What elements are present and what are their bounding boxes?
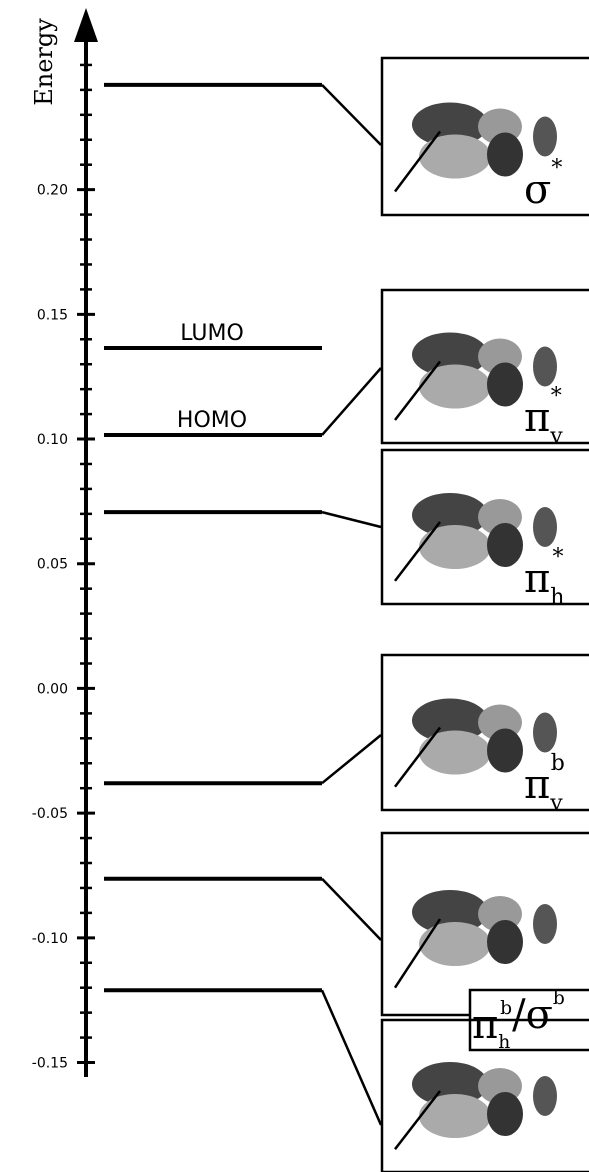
orbital-label-part: b: [551, 751, 565, 776]
orbital-lobe: [533, 713, 557, 753]
orbital-label-part: *: [551, 156, 562, 181]
orbital-lobe: [533, 1076, 557, 1116]
orbital-picture: [395, 890, 557, 988]
orbital-lobe: [487, 363, 523, 407]
orbital-lobe: [487, 523, 523, 567]
connector: [322, 512, 381, 527]
y-tick-label: 0.15: [37, 307, 68, 323]
orbital-label-part: v: [549, 791, 563, 816]
orbital-label-part: /σ: [512, 992, 553, 1038]
connector: [322, 735, 381, 783]
y-tick-label: -0.05: [32, 806, 68, 822]
orbital-lobe: [419, 365, 491, 409]
y-tick-label: -0.15: [32, 1056, 68, 1072]
orbital-lobe: [533, 117, 557, 157]
orbital-label: πv *: [524, 384, 563, 449]
diagram: Energy 0.20 0.15 0.10 0.05 0.00 -0.05 -0.10 -0.…: [0, 0, 589, 1172]
orbital-label-part: b: [553, 988, 565, 1009]
orbital-lobe: [533, 904, 557, 944]
orbital-label-part: π: [524, 556, 550, 602]
connector: [322, 85, 381, 145]
orbital-lobe: [419, 135, 491, 179]
orbital-label-part: *: [551, 384, 562, 409]
connector: [322, 368, 381, 435]
y-tick-label: 0.05: [37, 557, 68, 573]
orbital-label: σ*: [524, 156, 562, 213]
connector: [322, 990, 381, 1125]
level-name: LUMO: [180, 321, 244, 346]
orbital-label: πh *: [524, 545, 564, 610]
y-tick-label: 0.00: [37, 681, 68, 697]
orbital-label-part: π: [524, 395, 550, 441]
orbital-label-part: π: [472, 1002, 498, 1048]
orbital-label-part: h: [550, 585, 564, 610]
orbital-lobe: [419, 1094, 491, 1138]
orbital-label-part: v: [549, 424, 563, 449]
orbital-label-part: b: [500, 998, 512, 1019]
orbital-lobe: [533, 347, 557, 387]
orbital-label-part: π: [524, 762, 550, 808]
orbital-lobe: [533, 507, 557, 547]
orbital-lobe: [419, 731, 491, 775]
connector: [322, 879, 381, 940]
orbital-lobe: [487, 1092, 523, 1136]
orbital-label-part: *: [552, 545, 563, 570]
level-name: HOMO: [177, 408, 247, 433]
y-tick-label: -0.10: [32, 931, 68, 947]
y-tick-label: 0.10: [37, 432, 68, 448]
orbital-picture: [395, 1062, 557, 1149]
orbital-lobe: [419, 922, 491, 966]
orbital-label: πvb: [524, 751, 565, 816]
orbital-lobe: [487, 729, 523, 773]
orbital-label-part: σ: [524, 167, 551, 213]
axis-label: Energy: [30, 18, 58, 106]
orbital-label-part: h: [498, 1032, 510, 1053]
orbital-lobe: [419, 525, 491, 569]
orbital-lobe: [487, 920, 523, 964]
orbital-lobe: [487, 133, 523, 177]
y-tick-label: 0.20: [37, 183, 68, 199]
page: Energy 0.20 0.15 0.10 0.05 0.00 -0.05 -0.10 -0.…: [0, 0, 589, 1172]
axis-arrow: [74, 8, 98, 42]
